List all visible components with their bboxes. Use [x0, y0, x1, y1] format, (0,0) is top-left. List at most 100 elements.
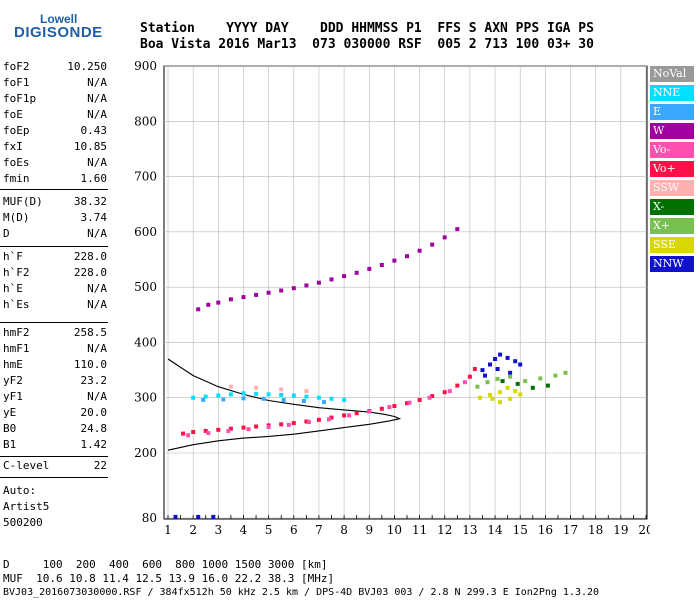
data-point-nne: [266, 392, 271, 397]
param-row: C-level 22: [3, 459, 107, 475]
y-tick-label: 300: [134, 391, 157, 405]
data-point-w: [405, 254, 409, 259]
param-value: N/A: [87, 282, 107, 295]
data-point-vo-: [417, 397, 422, 402]
data-point-e: [261, 396, 266, 401]
x-tick-label: 12: [437, 523, 452, 537]
data-point-e: [322, 400, 326, 405]
data-point-vo-: [327, 417, 331, 422]
data-point-x-: [553, 373, 558, 378]
param-value: 20.0: [80, 406, 108, 419]
param-row: hmF2 258.5: [3, 326, 107, 342]
data-point-w: [392, 258, 397, 263]
data-point-vo-: [405, 401, 409, 406]
x-tick-label: 20: [638, 523, 650, 537]
param-row: foF1 N/A: [3, 76, 107, 92]
data-point-nnw: [505, 355, 510, 360]
data-point-nnw: [488, 362, 492, 367]
param-name: h`Es: [3, 298, 30, 311]
data-point-x-: [495, 376, 500, 381]
y-tick-label: 800: [134, 114, 157, 128]
param-name: fmin: [3, 172, 30, 185]
data-point-sse: [505, 385, 510, 390]
data-point-sse: [490, 396, 495, 401]
data-point-w: [216, 300, 221, 305]
legend-item: NNW: [650, 256, 694, 272]
x-tick-label: 9: [365, 523, 373, 537]
x-tick-label: 4: [240, 523, 248, 537]
ionogram-chart: 1 2 3 4 5 6 7 8 9 10 11 12 13 14 15 16 17 18 19 20802003004…: [134, 59, 650, 537]
data-point-w: [304, 283, 309, 288]
data-point-w: [342, 274, 347, 279]
plot-frame: [163, 65, 648, 520]
x-tick-label: 10: [387, 523, 402, 537]
legend-item: W: [650, 123, 694, 139]
param-name: foE: [3, 108, 23, 121]
param-name: foF2: [3, 60, 30, 73]
data-point-nne: [329, 396, 334, 401]
data-point-w: [206, 302, 211, 307]
x-tick-label: 14: [487, 523, 503, 537]
data-point-w: [442, 235, 447, 240]
data-point-vo-: [472, 367, 477, 371]
data-point-vo-: [430, 394, 435, 399]
profile-line: [167, 358, 402, 451]
data-point-nnw: [495, 367, 500, 371]
header-labels: Station YYYY DAY DDD HHMMSS P1 FFS S AXN…: [140, 21, 594, 36]
param-name: hmF1: [3, 342, 30, 355]
data-point-w: [316, 280, 321, 285]
param-value: N/A: [87, 76, 107, 89]
param-name: fxI: [3, 140, 23, 153]
data-point-nne: [191, 395, 196, 400]
data-point-vo-: [367, 409, 372, 414]
legend-item: NoVal: [650, 66, 694, 82]
data-point-vo-: [241, 425, 246, 430]
x-tick-label: 16: [538, 523, 553, 537]
data-point-nnw: [483, 373, 487, 378]
x-tick-label: 11: [412, 523, 427, 537]
data-point-vo-: [216, 427, 221, 432]
data-point-x-: [500, 379, 505, 384]
param-value: 1.60: [80, 172, 108, 185]
param-name: foF1: [3, 76, 30, 89]
autoscale-label: Auto:: [3, 484, 37, 497]
data-point-sse: [508, 396, 513, 401]
header-values: Boa Vista 2016 Mar13 073 030000 RSF 005 …: [140, 37, 594, 52]
data-point-e: [221, 397, 226, 402]
data-point-nnw: [480, 368, 485, 373]
y-tick-label: 80: [142, 511, 157, 525]
param-value: 22: [93, 459, 107, 472]
data-point-nne: [241, 391, 246, 396]
param-name: D: [3, 227, 10, 240]
param-row: h`F 228.0: [3, 250, 107, 266]
x-tick-label: 6: [290, 523, 298, 537]
data-point-x-: [545, 383, 550, 388]
data-point-w: [291, 286, 296, 291]
footer-distance: D 100 200 400 600 800 1000 1500 3000 [km…: [3, 558, 328, 571]
data-point-ssw: [228, 384, 233, 389]
data-point-w: [254, 292, 259, 297]
data-point-nne: [203, 394, 208, 399]
data-point-nne: [228, 392, 233, 397]
data-point-nne: [279, 392, 284, 397]
data-point-vo-: [254, 424, 259, 429]
param-value: 23.2: [80, 374, 108, 387]
data-point-vo-: [427, 395, 432, 400]
data-point-ssw: [304, 389, 309, 394]
x-tick-label: 7: [315, 523, 323, 537]
y-tick-label: 200: [134, 446, 157, 460]
logo-lowell: Lowell: [40, 12, 78, 26]
data-point-x-: [563, 370, 568, 375]
param-row: hmE 110.0: [3, 358, 107, 374]
x-tick-label: 13: [462, 523, 477, 537]
data-point-x-: [508, 374, 513, 379]
param-value: 228.0: [73, 266, 107, 279]
data-point-sse: [498, 400, 503, 405]
x-tick-label: 18: [588, 523, 603, 537]
legend-item: NNE: [650, 85, 694, 101]
data-point-nnw: [498, 352, 503, 357]
param-row: fxI 10.85: [3, 140, 107, 156]
data-point-nnw: [518, 362, 523, 367]
data-point-vo-: [467, 374, 472, 379]
param-row: fmin 1.60: [3, 172, 107, 188]
